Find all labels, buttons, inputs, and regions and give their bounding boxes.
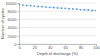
point: [80, 9, 82, 11]
point: [76, 8, 78, 10]
y-tick-label: 8000: [8, 9, 18, 14]
point: [53, 7, 55, 9]
point: [57, 7, 59, 9]
point: [22, 4, 24, 6]
y-tick: 8000: [8, 9, 19, 14]
y-tick-mark: [18, 44, 20, 45]
point: [87, 9, 89, 11]
y-tick-mark: [18, 11, 20, 12]
point: [68, 8, 70, 10]
grid: [19, 3, 96, 44]
marks: [19, 4, 96, 12]
point: [49, 6, 51, 8]
point: [60, 7, 62, 9]
x-tick-label: 80: [79, 45, 84, 50]
y-tick-label: 6000: [8, 17, 18, 22]
point: [30, 5, 32, 7]
x-axis-title: Depth of discharge (%): [37, 51, 79, 56]
y-tick: 2000: [8, 34, 19, 39]
y-tick: 0: [14, 42, 19, 47]
point: [34, 5, 36, 7]
x-tick: 60: [63, 44, 68, 50]
chart: 0 20 40 60 80 100 0 2000 4000 6000 8000 10000 Depth …: [0, 0, 100, 56]
x-tick: 40: [48, 44, 53, 50]
y-axis-title: Number of cycles: [0, 8, 5, 39]
point: [84, 9, 86, 11]
y-tick-label: 4000: [8, 25, 18, 30]
y-axis-line: [18, 4, 20, 45]
series-line: [19, 5, 96, 11]
point: [41, 6, 43, 8]
y-tick-label: 10000: [5, 1, 17, 6]
point: [91, 9, 93, 11]
y-axis: 0 2000 4000 6000 8000 10000: [5, 1, 19, 47]
x-tick-label: 100: [93, 45, 100, 50]
x-tick: 0: [18, 44, 21, 50]
grid-line: [19, 35, 96, 36]
y-tick: 4000: [8, 25, 19, 30]
point: [19, 4, 20, 6]
x-tick-label: 40: [48, 45, 53, 50]
x-tick-label: 60: [63, 45, 68, 50]
point: [64, 7, 66, 9]
point: [37, 6, 39, 8]
grid-line: [19, 3, 96, 4]
grid-line: [19, 11, 96, 12]
plot: 0 20 40 60 80 100 0 2000 4000 6000 8000 10000: [5, 1, 100, 51]
x-tick-label: 20: [33, 45, 38, 50]
y-tick: 10000: [5, 1, 19, 6]
grid-line: [19, 19, 96, 20]
y-tick-mark: [18, 36, 20, 37]
x-tick-label: 0: [18, 45, 21, 50]
x-axis: 0 20 40 60 80 100: [18, 44, 100, 50]
y-tick-mark: [18, 3, 20, 4]
x-tick: 20: [33, 44, 38, 50]
y-tick-label: 2000: [8, 34, 18, 39]
y-tick-mark: [18, 19, 20, 20]
point: [72, 8, 74, 10]
y-tick-label: 0: [14, 42, 17, 47]
y-tick-mark: [18, 28, 20, 29]
point: [26, 5, 28, 7]
x-tick: 100: [93, 44, 100, 50]
x-axis-line: [20, 45, 97, 46]
point: [95, 10, 96, 12]
grid-line: [19, 44, 96, 45]
y-tick: 6000: [8, 17, 19, 22]
point: [45, 6, 47, 8]
grid-line: [19, 27, 96, 28]
x-tick: 80: [79, 44, 84, 50]
